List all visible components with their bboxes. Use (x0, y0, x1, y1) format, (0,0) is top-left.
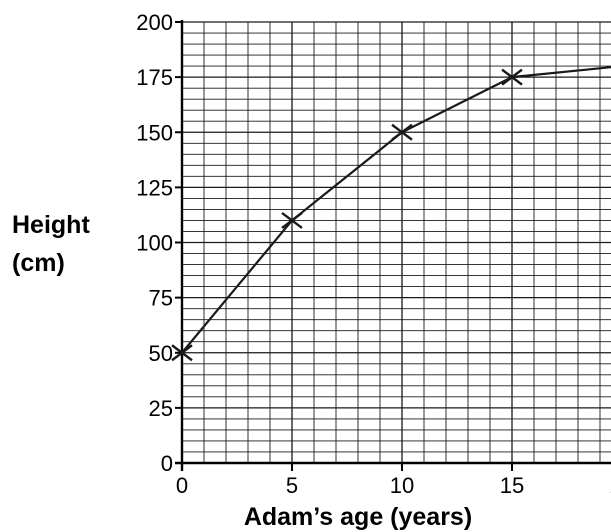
y-tick-label: 25 (149, 396, 173, 421)
y-tick-label: 150 (136, 120, 173, 145)
chart-axes (175, 20, 611, 471)
x-tick-label: 5 (286, 473, 298, 498)
data-point-marker (281, 211, 303, 229)
y-axis-title: Height (12, 211, 90, 239)
y-tick-label: 100 (136, 231, 173, 256)
y-tick-label: 175 (136, 65, 173, 90)
x-tick-label: 0 (176, 473, 188, 498)
y-tick-label: 125 (136, 175, 173, 200)
chart-axis-titles: Adam’s age (years) Height (cm) (12, 211, 472, 531)
y-axis-unit: (cm) (12, 249, 65, 277)
y-tick-label: 200 (136, 10, 173, 35)
y-tick-label: 75 (149, 286, 173, 311)
data-point-marker (391, 123, 413, 141)
y-tick-label: 50 (149, 341, 173, 366)
y-tick-label: 0 (161, 451, 173, 476)
x-axis-title: Adam’s age (years) (244, 503, 472, 531)
x-tick-label: 10 (390, 473, 414, 498)
marker-stroke (391, 123, 413, 141)
x-tick-label: 15 (500, 473, 524, 498)
data-point-marker (171, 344, 193, 362)
chart-grid (181, 21, 611, 464)
chart-tick-labels: 0 25 50 75 100 125 150 175 200 0 5 10 15 20 (136, 10, 611, 498)
marker-stroke (501, 68, 523, 86)
marker-stroke (171, 344, 193, 362)
marker-stroke (281, 211, 303, 229)
data-point-marker (501, 68, 523, 86)
x-tick-label: 20 (610, 473, 611, 498)
chart-series (171, 66, 611, 362)
